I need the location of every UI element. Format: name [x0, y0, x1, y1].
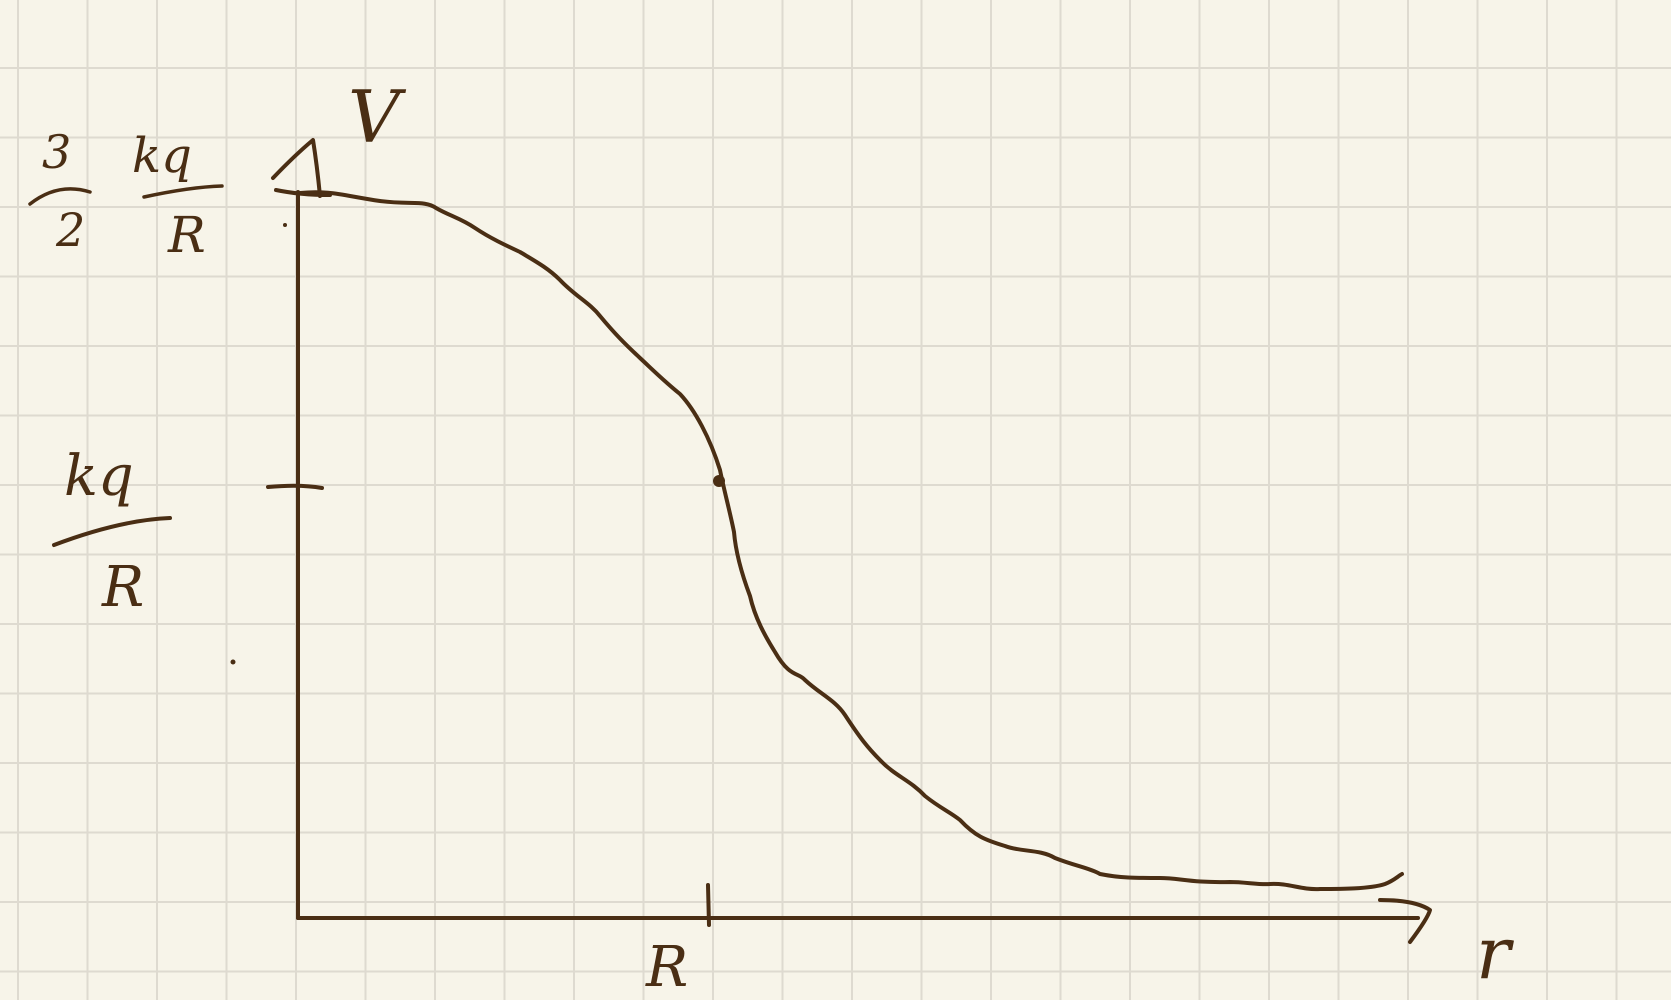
- v-max-denominator: R: [167, 206, 206, 264]
- r-axis-arrowhead: [1378, 898, 1432, 944]
- v-tick-label-numerator: kq: [64, 444, 134, 509]
- v-tick-label-fraction-bar: [52, 516, 172, 547]
- v-tick-label-denominator: R: [101, 555, 144, 620]
- v-tick-label-kq-over-R: kq R: [52, 444, 172, 620]
- v-max-coefficient-denominator: 2: [55, 203, 85, 257]
- v-axis-label: V: [348, 75, 407, 159]
- v-max-numerator: kq: [132, 128, 192, 184]
- axes: [266, 138, 1432, 944]
- curve-point-at-R: [713, 475, 725, 487]
- v-max-fraction-bar: [142, 184, 224, 199]
- v-axis-arrowhead: [271, 138, 322, 198]
- r-axis-label: r: [1476, 911, 1514, 995]
- r-tick-label: R: [645, 935, 688, 1000]
- v-max-label: 3 2 kq R: [28, 125, 224, 264]
- v-tick-kq-over-R: [266, 483, 324, 490]
- v-max-coefficient-numerator: 3: [42, 125, 71, 179]
- r-tick-R: [706, 883, 711, 927]
- v-max-coefficient-bar: [28, 187, 92, 206]
- potential-curve: [298, 190, 1404, 892]
- stray-ink-dot: [230, 659, 236, 665]
- stray-ink-dot-2: [283, 223, 287, 227]
